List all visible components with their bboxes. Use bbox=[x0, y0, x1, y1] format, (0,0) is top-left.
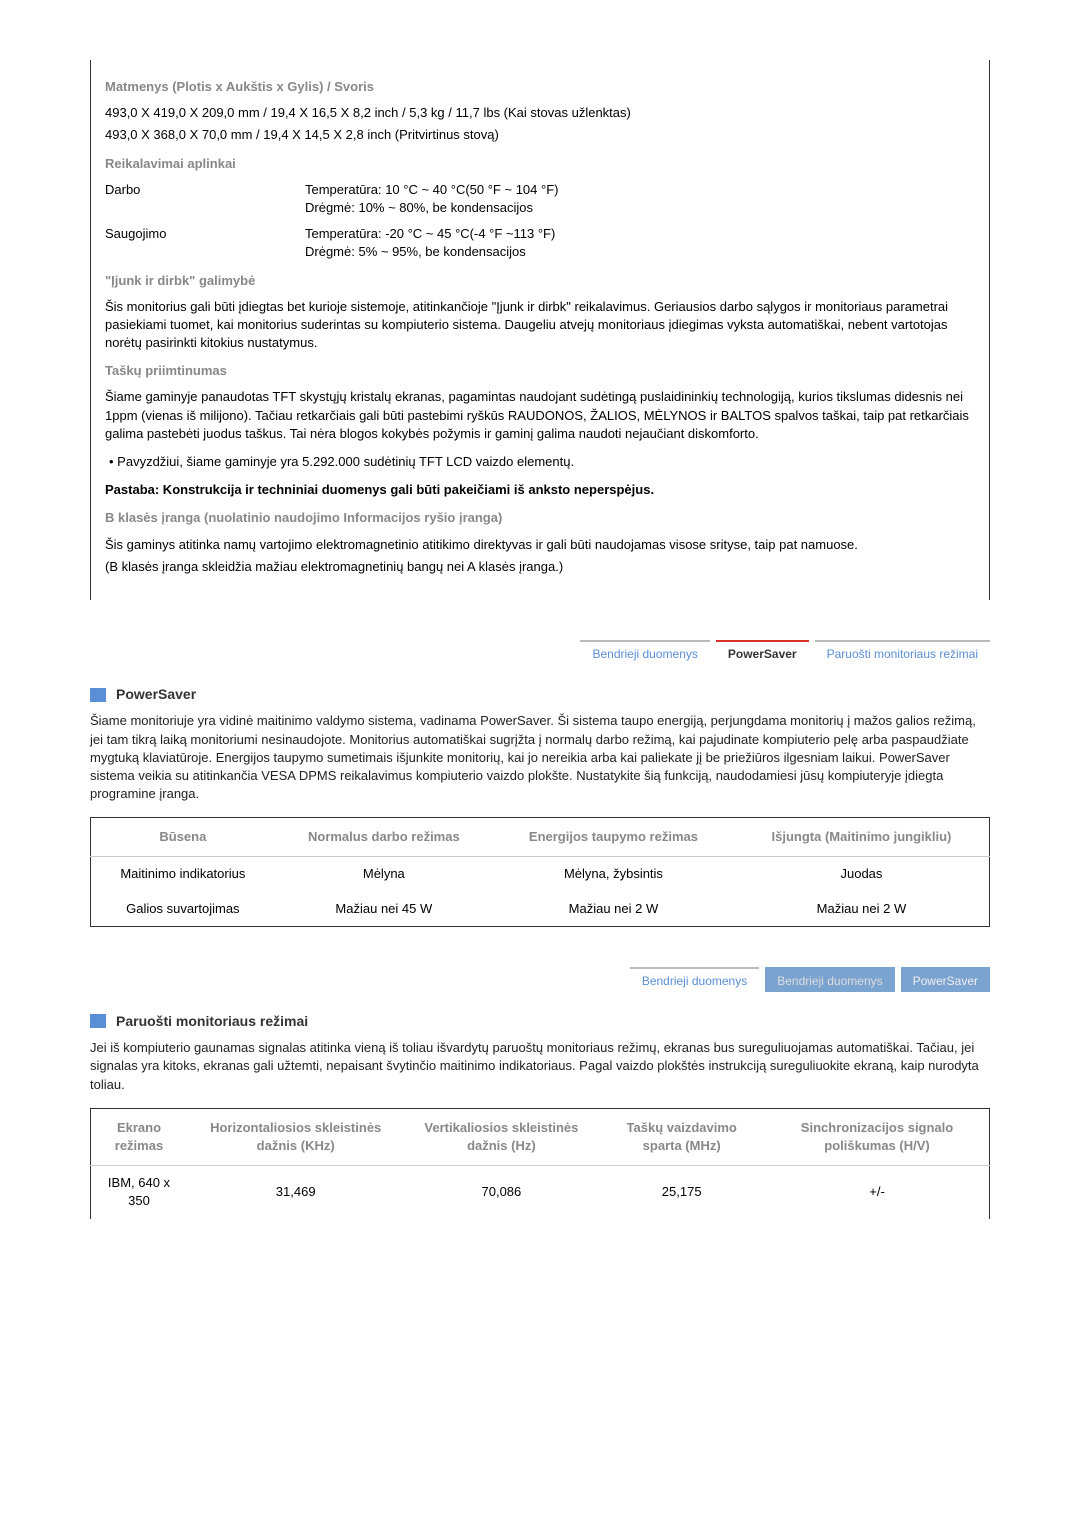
md-r1c1: IBM, 640 x 350 bbox=[91, 1166, 187, 1219]
modes-text: Jei iš kompiuterio gaunamas signalas ati… bbox=[90, 1039, 990, 1094]
env-st-hum: Drėgmė: 5% ~ 95%, be kondensacijos bbox=[305, 243, 975, 261]
tab-general-2b[interactable]: Bendrieji duomenys bbox=[765, 967, 894, 992]
env-operating-row: Darbo Temperatūra: 10 °C ~ 40 °C(50 °F ~… bbox=[105, 181, 975, 217]
env-op-val: Temperatūra: 10 °C ~ 40 °C(50 °F ~ 104 °… bbox=[305, 181, 975, 217]
classb-sub: (B klasės įranga skleidžia mažiau elektr… bbox=[105, 558, 975, 576]
dim-line2: 493,0 X 368,0 X 70,0 mm / 19,4 X 14,5 X … bbox=[105, 126, 975, 144]
dim-line1: 493,0 X 419,0 X 209,0 mm / 19,4 X 16,5 X… bbox=[105, 104, 975, 122]
pnp-heading: "Įjunk ir dirbk" galimybė bbox=[105, 272, 975, 290]
powersaver-title-row: PowerSaver bbox=[90, 685, 990, 705]
env-op-temp: Temperatūra: 10 °C ~ 40 °C(50 °F ~ 104 °… bbox=[305, 181, 975, 199]
md-r1c2: 31,469 bbox=[187, 1166, 404, 1219]
md-h3: Vertikaliosios skleistinės dažnis (Hz) bbox=[404, 1108, 598, 1165]
ps-r1c2: Mėlyna bbox=[275, 857, 493, 892]
ps-r1c3: Mėlyna, žybsintis bbox=[493, 857, 734, 892]
tab-powersaver-1[interactable]: PowerSaver bbox=[716, 640, 809, 665]
table-row: IBM, 640 x 350 31,469 70,086 25,175 +/- bbox=[91, 1166, 990, 1219]
md-h4: Taškų vaizdavimo sparta (MHz) bbox=[598, 1108, 765, 1165]
classb-text: Šis gaminys atitinka namų vartojimo elek… bbox=[105, 536, 975, 554]
powersaver-table: Būsena Normalus darbo režimas Energijos … bbox=[90, 817, 990, 927]
ps-r2c4: Mažiau nei 2 W bbox=[734, 892, 990, 927]
note-bold: Pastaba: Konstrukcija ir techniniai duom… bbox=[105, 481, 975, 499]
md-r1c4: 25,175 bbox=[598, 1166, 765, 1219]
md-r1c5: +/- bbox=[765, 1166, 989, 1219]
table-row: Maitinimo indikatorius Mėlyna Mėlyna, žy… bbox=[91, 857, 990, 892]
table-header-row: Būsena Normalus darbo režimas Energijos … bbox=[91, 818, 990, 857]
table-row: Galios suvartojimas Mažiau nei 45 W Maži… bbox=[91, 892, 990, 927]
modes-title: Paruošti monitoriaus režimai bbox=[116, 1012, 308, 1032]
ps-r2c3: Mažiau nei 2 W bbox=[493, 892, 734, 927]
md-h1: Ekrano režimas bbox=[91, 1108, 187, 1165]
tabs-row-1: Bendrieji duomenys PowerSaver Paruošti m… bbox=[90, 640, 990, 665]
ps-h3: Energijos taupymo režimas bbox=[493, 818, 734, 857]
env-st-val: Temperatūra: -20 °C ~ 45 °C(-4 °F ~113 °… bbox=[305, 225, 975, 261]
dimensions-heading: Matmenys (Plotis x Aukštis x Gylis) / Sv… bbox=[105, 78, 975, 96]
env-storage-row: Saugojimo Temperatūra: -20 °C ~ 45 °C(-4… bbox=[105, 225, 975, 261]
tabs-row-2: Bendrieji duomenys Bendrieji duomenys Po… bbox=[90, 967, 990, 992]
dot-heading: Taškų priimtinumas bbox=[105, 362, 975, 380]
tab-powersaver-2[interactable]: PowerSaver bbox=[901, 967, 990, 992]
md-h5: Sinchronizacijos signalo poliškumas (H/V… bbox=[765, 1108, 989, 1165]
md-h2: Horizontaliosios skleistinės dažnis (KHz… bbox=[187, 1108, 404, 1165]
modes-section: Paruošti monitoriaus režimai Jei iš komp… bbox=[90, 1012, 990, 1219]
tab-modes-1[interactable]: Paruošti monitoriaus režimai bbox=[815, 640, 990, 665]
tab-general-1[interactable]: Bendrieji duomenys bbox=[580, 640, 709, 665]
powersaver-text: Šiame monitoriuje yra vidinė maitinimo v… bbox=[90, 712, 990, 803]
table-header-row: Ekrano režimas Horizontaliosios skleisti… bbox=[91, 1108, 990, 1165]
specs-box: Matmenys (Plotis x Aukštis x Gylis) / Sv… bbox=[90, 60, 990, 600]
env-st-label: Saugojimo bbox=[105, 225, 305, 261]
env-op-label: Darbo bbox=[105, 181, 305, 217]
md-r1c3: 70,086 bbox=[404, 1166, 598, 1219]
ps-h2: Normalus darbo režimas bbox=[275, 818, 493, 857]
modes-title-row: Paruošti monitoriaus režimai bbox=[90, 1012, 990, 1032]
powersaver-section: PowerSaver Šiame monitoriuje yra vidinė … bbox=[90, 685, 990, 927]
square-icon bbox=[90, 1014, 106, 1028]
ps-r1c1: Maitinimo indikatorius bbox=[91, 857, 275, 892]
ps-h4: Išjungta (Maitinimo jungikliu) bbox=[734, 818, 990, 857]
dot-text: Šiame gaminyje panaudotas TFT skystųjų k… bbox=[105, 388, 975, 443]
classb-heading: B klasės įranga (nuolatinio naudojimo In… bbox=[105, 509, 975, 527]
ps-r2c2: Mažiau nei 45 W bbox=[275, 892, 493, 927]
env-st-temp: Temperatūra: -20 °C ~ 45 °C(-4 °F ~113 °… bbox=[305, 225, 975, 243]
ps-h1: Būsena bbox=[91, 818, 275, 857]
dot-bullet: • Pavyzdžiui, šiame gaminyje yra 5.292.0… bbox=[109, 453, 975, 471]
ps-r2c1: Galios suvartojimas bbox=[91, 892, 275, 927]
ps-r1c4: Juodas bbox=[734, 857, 990, 892]
env-heading: Reikalavimai aplinkai bbox=[105, 155, 975, 173]
modes-table: Ekrano režimas Horizontaliosios skleisti… bbox=[90, 1108, 990, 1219]
env-op-hum: Drėgmė: 10% ~ 80%, be kondensacijos bbox=[305, 199, 975, 217]
pnp-text: Šis monitorius gali būti įdiegtas bet ku… bbox=[105, 298, 975, 353]
tab-general-2[interactable]: Bendrieji duomenys bbox=[630, 967, 759, 992]
powersaver-title: PowerSaver bbox=[116, 685, 196, 705]
square-icon bbox=[90, 688, 106, 702]
